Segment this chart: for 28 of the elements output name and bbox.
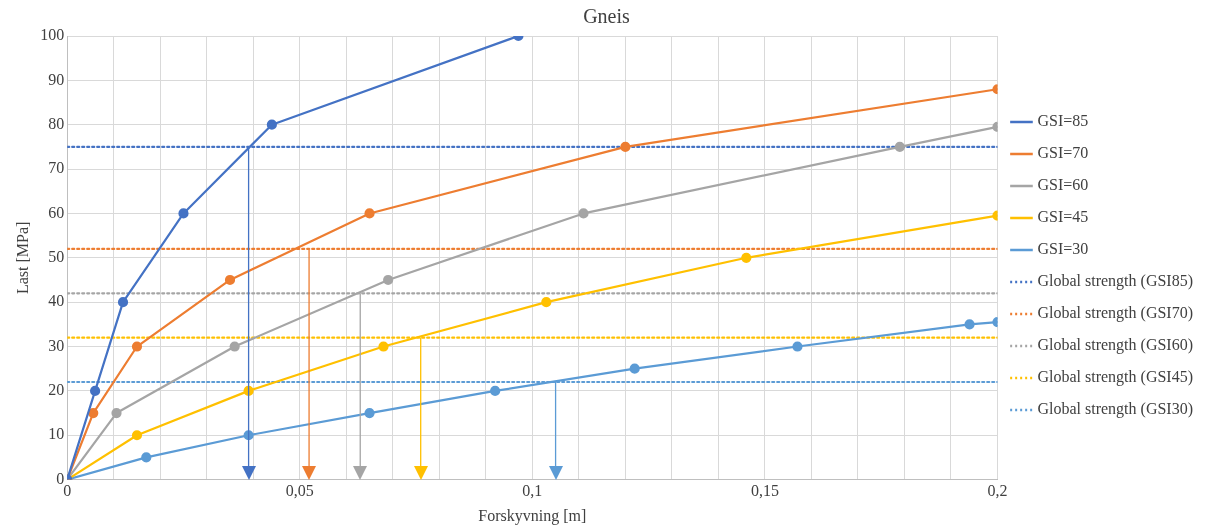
y-tick-label: 20 — [48, 381, 65, 399]
x-tick-label: 0,2 — [987, 482, 1008, 500]
y-tick-label: 100 — [40, 26, 65, 44]
y-tick-label: 70 — [48, 159, 65, 177]
y-tick-label: 80 — [48, 114, 65, 132]
x-tick-label: 0,05 — [285, 482, 314, 500]
x-tick-label: 0,15 — [750, 482, 779, 500]
legend-label: Global strength (GSI30) — [1037, 400, 1193, 419]
legend-label: Global strength (GSI60) — [1037, 336, 1193, 355]
legend-label: GSI=60 — [1037, 176, 1089, 194]
y-tick-label: 30 — [48, 336, 65, 354]
y-tick-label: 90 — [48, 70, 65, 88]
y-axis-title: Last [MPa] — [13, 221, 31, 295]
y-tick-label: 10 — [48, 425, 65, 443]
legend-label: GSI=30 — [1037, 240, 1089, 258]
x-axis-title: Forskyvning [m] — [478, 506, 587, 525]
legend-label: Global strength (GSI45) — [1037, 368, 1193, 387]
chart-title: Gneis — [583, 5, 631, 28]
legend-label: GSI=85 — [1037, 112, 1089, 130]
y-tick-label: 40 — [48, 292, 65, 310]
legend-label: Global strength (GSI85) — [1037, 272, 1193, 291]
legend-label: Global strength (GSI70) — [1037, 304, 1193, 323]
legend-label: GSI=70 — [1037, 144, 1089, 162]
x-tick-label: 0,1 — [522, 482, 543, 500]
y-tick-label: 60 — [48, 203, 65, 221]
y-tick-label: 0 — [56, 469, 65, 487]
legend-label: GSI=45 — [1037, 208, 1089, 226]
y-tick-label: 50 — [48, 248, 65, 265]
